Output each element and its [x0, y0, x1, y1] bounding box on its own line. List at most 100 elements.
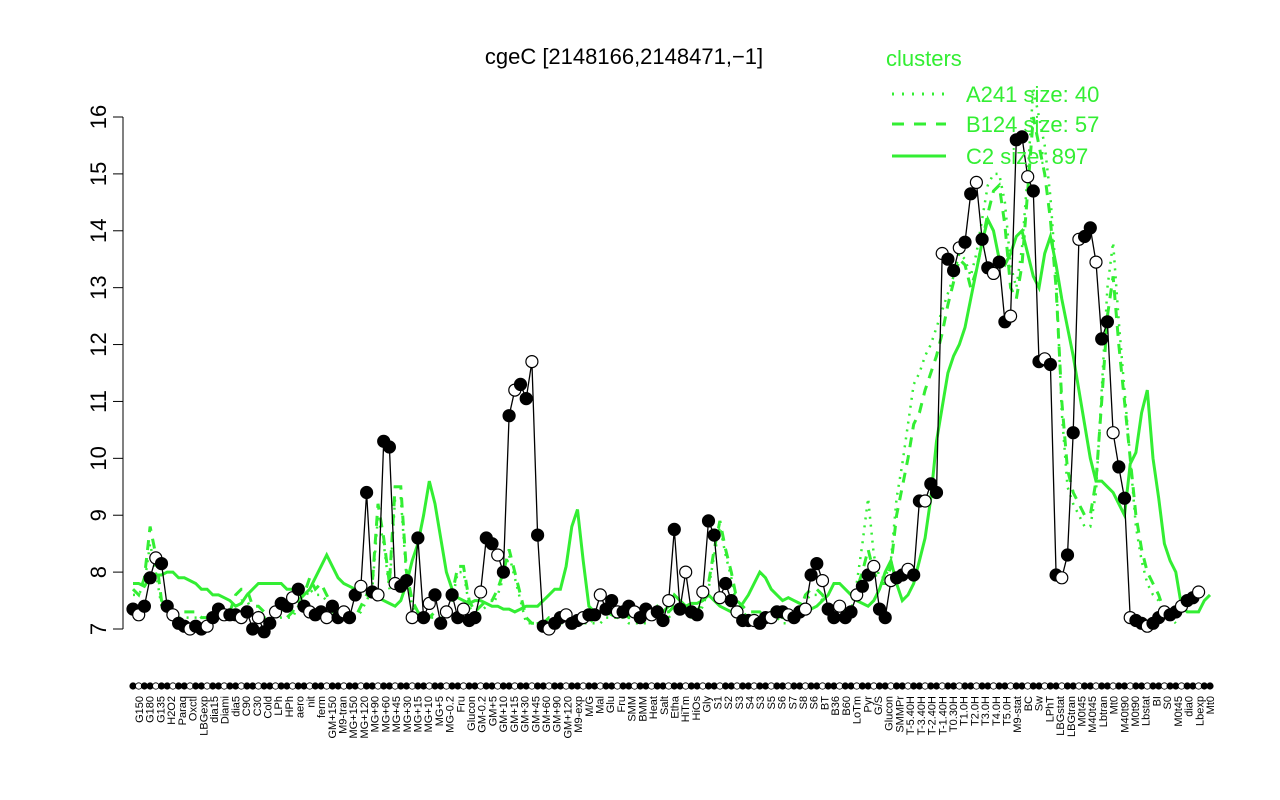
x-tick-label: HPh — [284, 696, 296, 717]
x-tick-label: T3.0H — [980, 696, 992, 726]
x-tick-label: Glucon — [884, 696, 896, 731]
x-tick-label: Oxctl — [188, 696, 200, 721]
x-tick-label: LBGexp — [198, 696, 210, 736]
x-tick-label: H2O2 — [166, 696, 178, 725]
data-point — [707, 528, 721, 542]
legend-label-b124: B124 size: 57 — [966, 112, 1099, 137]
y-tick-label: 10 — [86, 446, 111, 470]
data-point — [667, 522, 681, 537]
legend: clusters A241 size: 40 B124 size: 57 C2 … — [886, 46, 1099, 169]
x-tick-label: Fru — [616, 696, 628, 713]
data-point — [718, 576, 733, 591]
x-tick-label: G/S — [873, 696, 885, 715]
x-tick-label: BMM — [637, 696, 649, 722]
x-tick-label: S8 — [798, 696, 810, 709]
legend-label-c2: C2 size: 897 — [966, 144, 1088, 169]
data-point — [855, 579, 870, 593]
x-tick-label: LPh — [273, 696, 285, 716]
x-tick-label: Heat — [648, 696, 660, 719]
x-tick-label: LBGtran — [1066, 696, 1078, 737]
data-point — [713, 591, 727, 605]
x-tick-label: S3 — [755, 696, 767, 709]
data-point — [662, 593, 676, 608]
x-tick-label: GM+45 — [530, 696, 542, 732]
x-tick-label: M0t45 — [1173, 696, 1185, 727]
data-point — [491, 548, 505, 562]
x-tick-label: Mt0 — [1109, 696, 1121, 714]
x-tick-label: M0t45 — [1077, 696, 1089, 727]
x-tick-label: Mal — [595, 696, 607, 714]
data-point — [525, 355, 539, 369]
x-tick-label: MG-0.2 — [445, 696, 457, 733]
legend-title: clusters — [886, 46, 962, 71]
data-point — [1015, 130, 1029, 144]
x-tick-label: S2 — [723, 696, 735, 709]
x-tick-label: T-1.40H — [937, 696, 949, 735]
data-point — [964, 187, 978, 201]
x-tick-label: MG+150 — [348, 696, 360, 739]
x-tick-label: M40t90 — [1119, 696, 1131, 733]
y-tick-label: 8 — [86, 566, 111, 578]
data-point — [946, 264, 961, 278]
x-tick-label: MG+15 — [413, 696, 425, 732]
data-point — [1106, 426, 1120, 440]
x-tick-label: SMMPr — [894, 696, 906, 733]
data-point — [1089, 255, 1103, 269]
y-tick-label: 13 — [86, 275, 111, 299]
data-point — [1026, 184, 1040, 198]
y-tick-label: 11 — [86, 390, 111, 413]
data-point — [1191, 585, 1206, 599]
data-point — [673, 602, 687, 616]
data-point — [399, 573, 414, 588]
x-tick-label: Glu — [605, 696, 617, 713]
data-point — [1066, 426, 1080, 440]
data-point — [832, 599, 847, 613]
x-tick-label: GM+10 — [498, 696, 510, 732]
data-point — [679, 565, 693, 579]
x-tick-label: GM+30 — [520, 696, 532, 732]
data-point — [405, 610, 419, 625]
data-point — [815, 573, 830, 588]
x-tick-label: T2.0H — [969, 696, 981, 726]
x-tick-label: Sw — [1034, 696, 1046, 711]
x-tick-label: GM+90 — [552, 696, 564, 732]
rug-marker — [1206, 682, 1214, 690]
x-tick-label: T-5.40H — [905, 696, 917, 735]
x-tick-label: S6 — [809, 696, 821, 709]
x-tick-label: MG+5 — [434, 696, 446, 726]
x-tick-label: ferm — [316, 696, 328, 718]
data-point — [411, 531, 425, 545]
x-tick-label: Paraq — [177, 696, 189, 725]
data-point — [496, 565, 510, 579]
points-layer — [126, 130, 1206, 639]
gene-line — [132, 135, 1200, 634]
data-point — [137, 599, 151, 613]
data-point — [941, 252, 955, 266]
data-point — [519, 392, 533, 406]
x-tick-label: dia15 — [209, 696, 221, 723]
data-point — [342, 610, 357, 625]
data-point — [986, 266, 1001, 280]
data-point — [1112, 460, 1126, 474]
x-tick-label: HiTm — [680, 696, 692, 722]
x-tick-label: Glucon — [466, 696, 478, 731]
y-tick-label: 15 — [86, 162, 111, 186]
data-point — [1021, 170, 1035, 184]
data-point — [810, 556, 824, 571]
data-point — [354, 579, 368, 593]
x-tick-label: Mt0 — [1205, 696, 1217, 714]
x-tick-label: Cold — [263, 696, 275, 719]
y-tick-label: 7 — [86, 623, 111, 635]
data-point — [701, 514, 716, 528]
data-point — [992, 255, 1006, 269]
data-point — [291, 582, 305, 596]
x-tick-label: GM-0.2 — [477, 696, 489, 733]
data-point — [439, 605, 453, 619]
data-point — [929, 485, 944, 500]
x-tick-label: S7 — [787, 696, 799, 709]
data-point — [154, 556, 169, 571]
data-point — [867, 559, 881, 574]
x-tick-label: BC — [1023, 696, 1035, 711]
data-point — [804, 568, 818, 582]
